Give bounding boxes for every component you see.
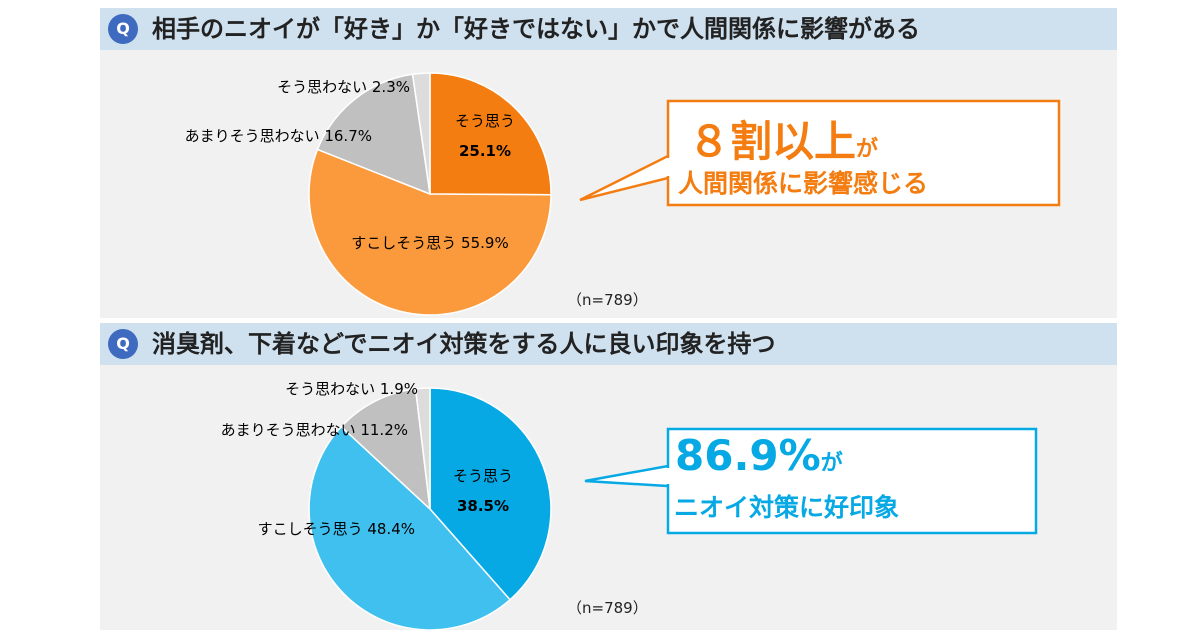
q-badge: Q	[108, 329, 138, 359]
slice-somewhat-agree	[308, 148, 552, 316]
question-panel-2: Q 消臭剤、下着などでニオイ対策をする人に良い印象を持つ そう思う 38.5% すこ…	[100, 323, 1117, 630]
callout-particle: が	[820, 451, 843, 476]
svg-text:そう思う: そう思う	[453, 467, 513, 485]
slice-somewhat-agree	[308, 425, 512, 630]
question-panel-1: Q 相手のニオイが「好き」か「好きではない」かで人間関係に影響がある そう思う 2…	[100, 8, 1117, 318]
callout-particle: が	[856, 137, 879, 162]
sample-size-label: （n=789）	[567, 599, 648, 617]
question-text: 相手のニオイが「好き」か「好きではない」かで人間関係に影響がある	[152, 15, 920, 43]
label-agree: そう思う 38.5%	[453, 467, 513, 515]
label-disagree: そう思わない 1.9%	[285, 380, 418, 398]
slice-agree	[429, 387, 552, 601]
callout-big-text: ８割以上	[688, 117, 857, 166]
label-somewhat-agree: すこしそう思う 55.9%	[351, 234, 508, 252]
slice-agree	[429, 72, 552, 196]
question-bar: Q 相手のニオイが「好き」か「好きではない」かで人間関係に影響がある	[100, 8, 1117, 50]
label-agree: そう思う 25.1%	[455, 112, 515, 160]
label-somewhat-disagree: あまりそう思わない 11.2%	[221, 421, 408, 439]
slice-somewhat-disagree	[340, 388, 431, 511]
callout-headline: ８割以上が	[688, 108, 878, 169]
question-bar: Q 消臭剤、下着などでニオイ対策をする人に良い印象を持つ	[100, 323, 1117, 365]
callout-box-2	[584, 427, 1038, 535]
callout-sub-text: ニオイ対策に好印象	[674, 493, 900, 522]
q-badge: Q	[108, 14, 138, 44]
callout-big-text: 86.9%	[675, 431, 821, 480]
callout-headline: 86.9%が	[675, 431, 843, 480]
label-disagree: そう思わない 2.3%	[277, 78, 410, 96]
question-text: 消臭剤、下着などでニオイ対策をする人に良い印象を持つ	[152, 330, 776, 358]
label-somewhat-agree: すこしそう思う 48.4%	[258, 520, 415, 538]
pie-chart-2: そう思う 38.5% すこしそう思う 48.4% あまりそう思わない 11.2% そう思…	[221, 380, 648, 630]
slice-disagree	[414, 387, 431, 510]
pie-chart-1: そう思う 25.1% すこしそう思う 55.9% あまりそう思わない 16.7% そう思…	[185, 72, 648, 316]
callout-box-1	[579, 99, 1061, 207]
label-somewhat-disagree: あまりそう思わない 16.7%	[185, 127, 372, 145]
sample-size-label: （n=789）	[567, 291, 648, 309]
svg-text:そう思う: そう思う	[455, 112, 515, 130]
svg-text:38.5%: 38.5%	[457, 497, 509, 515]
svg-text:25.1%: 25.1%	[459, 142, 511, 160]
callout-sub-text: 人間関係に影響感じる	[678, 169, 929, 198]
slice-somewhat-disagree	[316, 73, 431, 196]
slice-disagree	[411, 72, 431, 195]
